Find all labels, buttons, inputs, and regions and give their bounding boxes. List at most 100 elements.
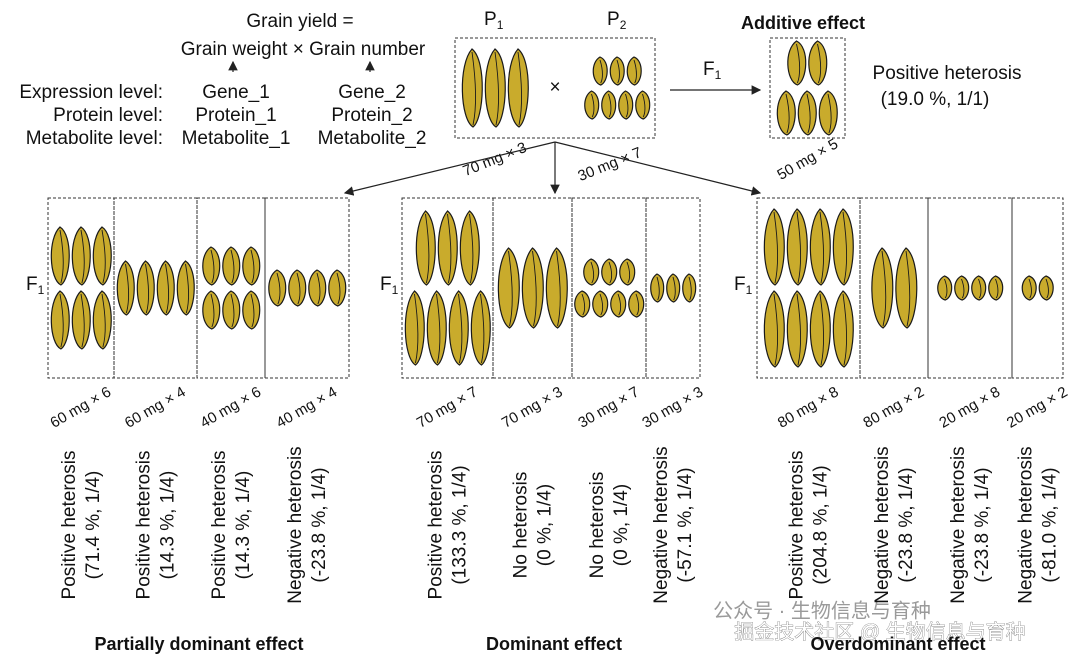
grain bbox=[808, 40, 828, 86]
grain bbox=[426, 290, 447, 366]
grain bbox=[787, 40, 807, 86]
grain-crease bbox=[625, 93, 629, 118]
grain-crease bbox=[608, 93, 612, 118]
grain bbox=[415, 210, 436, 286]
grain bbox=[809, 208, 831, 286]
grain-crease bbox=[591, 93, 595, 118]
offspring-box bbox=[927, 197, 1013, 379]
grain bbox=[521, 247, 544, 329]
grain bbox=[268, 269, 287, 307]
grain bbox=[809, 290, 831, 368]
grain-crease bbox=[819, 293, 824, 366]
grain-crease bbox=[617, 293, 622, 316]
grain bbox=[832, 290, 854, 368]
grain-crease bbox=[817, 43, 822, 84]
f1-sub: 1 bbox=[392, 283, 399, 297]
effect-title: Overdominant effect bbox=[810, 634, 985, 654]
grain-crease bbox=[125, 263, 129, 314]
grain-crease bbox=[316, 272, 321, 305]
grain bbox=[763, 208, 785, 286]
grain-crease bbox=[480, 293, 485, 364]
grain bbox=[592, 290, 609, 318]
gene: Gene_1 bbox=[202, 82, 270, 103]
grain bbox=[776, 90, 796, 136]
grain-crease bbox=[80, 229, 85, 284]
grain-crease bbox=[494, 51, 499, 126]
grain bbox=[202, 290, 221, 330]
weight-label: 30 mg × 7 bbox=[575, 383, 642, 431]
grain bbox=[626, 56, 642, 86]
grain bbox=[176, 260, 195, 316]
grain bbox=[574, 290, 591, 318]
heterosis-label: Negative heterosis bbox=[285, 446, 306, 603]
heterosis-label: Positive heterosis bbox=[134, 451, 155, 600]
heterosis-label: (0 %, 1/4) bbox=[535, 484, 556, 566]
grain-crease bbox=[608, 261, 613, 284]
heterosis-label: (14.3 %, 1/4) bbox=[233, 471, 254, 580]
grain-crease bbox=[185, 263, 189, 314]
f1-label: F1 bbox=[734, 274, 753, 297]
grain-crease bbox=[276, 272, 281, 305]
grain-crease bbox=[827, 93, 832, 134]
formula: Grain yield = bbox=[246, 11, 353, 32]
weight-label: 80 mg × 8 bbox=[775, 383, 842, 431]
heterosis-label: Positive heterosis bbox=[209, 451, 230, 600]
grain bbox=[988, 275, 1004, 301]
heterosis-label: Negative heterosis bbox=[872, 446, 893, 603]
grain-crease bbox=[995, 278, 999, 299]
grain bbox=[328, 269, 347, 307]
arrow bbox=[343, 141, 556, 196]
grain-crease bbox=[210, 249, 215, 284]
grain-crease bbox=[532, 250, 537, 327]
grain bbox=[71, 226, 91, 286]
grain bbox=[116, 260, 135, 316]
grain bbox=[601, 90, 617, 120]
heterosis-label: Positive heterosis bbox=[426, 451, 447, 600]
f1-letter: F bbox=[26, 274, 38, 295]
grain bbox=[202, 246, 221, 286]
grain bbox=[583, 258, 600, 286]
grain-crease bbox=[633, 59, 637, 84]
grain bbox=[470, 290, 491, 366]
grain bbox=[954, 275, 970, 301]
effect-title: Additive effect bbox=[741, 13, 865, 33]
parents-box bbox=[454, 37, 656, 139]
grain-crease bbox=[101, 229, 106, 284]
offspring-box bbox=[571, 197, 647, 379]
grain-crease bbox=[414, 293, 419, 364]
weight-label: 50 mg × 5 bbox=[774, 135, 841, 183]
heterosis-label: (-23.8 %, 1/4) bbox=[972, 467, 993, 582]
heterosis-label: (-81.0 %, 1/4) bbox=[1040, 467, 1061, 582]
weight-label: 60 mg × 6 bbox=[47, 383, 114, 431]
gene: Gene_2 bbox=[338, 82, 406, 103]
grain-crease bbox=[458, 293, 463, 364]
watermark: 掘金技术社区 @ 生物信息与育种 bbox=[734, 620, 1025, 643]
grain bbox=[437, 210, 458, 286]
level-label: Protein level: bbox=[53, 105, 163, 126]
grain bbox=[650, 273, 665, 303]
grain-crease bbox=[447, 213, 452, 284]
weight-label: 70 mg × 3 bbox=[499, 383, 566, 431]
f1-sub: 1 bbox=[38, 283, 45, 297]
f1-letter: F bbox=[734, 274, 746, 295]
heterosis-label: (133.3 %, 1/4) bbox=[450, 465, 471, 584]
grain-crease bbox=[436, 293, 441, 364]
grain-crease bbox=[944, 278, 948, 299]
heterosis-label: Negative heterosis bbox=[651, 446, 672, 603]
grain bbox=[797, 90, 817, 136]
grain bbox=[971, 275, 987, 301]
cross: × bbox=[549, 77, 560, 98]
grain bbox=[1021, 275, 1037, 301]
grain bbox=[71, 290, 91, 350]
grain bbox=[222, 290, 241, 330]
weight-label: 20 mg × 2 bbox=[1004, 383, 1071, 431]
grain bbox=[628, 290, 645, 318]
grain-crease bbox=[599, 59, 603, 84]
heterosis-label: Positive heterosis bbox=[59, 451, 80, 600]
weight-label: 30 mg × 3 bbox=[639, 383, 706, 431]
heterosis-label: (-23.8 %, 1/4) bbox=[896, 467, 917, 582]
heterosis-label: Negative heterosis bbox=[1016, 446, 1037, 603]
grain-crease bbox=[425, 213, 430, 284]
offspring-box bbox=[47, 197, 115, 379]
grain bbox=[832, 208, 854, 286]
